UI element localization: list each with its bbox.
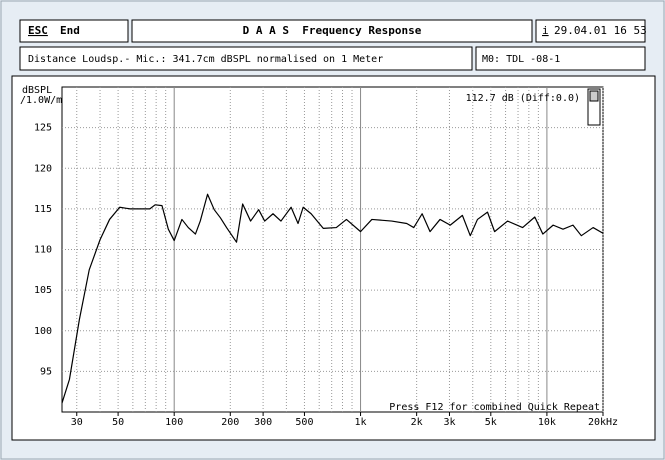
y-tick-label: 105 <box>34 285 52 296</box>
x-tick-label: 100 <box>165 417 183 428</box>
y-label-1: dBSPL <box>22 85 52 96</box>
info-key[interactable]: i <box>542 24 549 37</box>
y-tick-label: 115 <box>34 204 52 215</box>
y-label-2: /1.0W/m <box>20 95 62 106</box>
x-tick-label: 30 <box>71 417 83 428</box>
x-tick-label: 200 <box>221 417 239 428</box>
y-tick-label: 100 <box>34 326 52 337</box>
datetime: 29.04.01 16 53 <box>554 24 647 37</box>
distance-info: Distance Loudsp.- Mic.: 341.7cm dBSPL no… <box>28 54 383 65</box>
scroll-thumb[interactable] <box>589 90 599 102</box>
x-tick-label: 50 <box>112 417 124 428</box>
y-tick-label: 125 <box>34 123 52 134</box>
title: D A A S Frequency Response <box>243 24 422 37</box>
end-label: End <box>60 24 80 37</box>
footer-note: Press F12 for combined Quick Repeat <box>389 402 600 413</box>
x-tick-label: 5k <box>485 417 497 428</box>
y-tick-label: 95 <box>40 366 52 377</box>
model-box <box>475 46 646 71</box>
x-tick-label: 10k <box>538 417 556 428</box>
x-tick-label: 20kHz <box>588 417 618 428</box>
title-box <box>131 19 533 43</box>
esc-button[interactable] <box>19 19 129 43</box>
esc-key: ESC <box>28 24 48 37</box>
y-tick-label: 120 <box>34 163 52 174</box>
date-box <box>535 19 646 43</box>
x-tick-label: 500 <box>295 417 313 428</box>
y-tick-label: 110 <box>34 245 52 256</box>
model: M0: TDL -08-1 <box>482 54 560 65</box>
info-box <box>19 46 473 71</box>
x-tick-label: 3k <box>443 417 455 428</box>
x-tick-label: 300 <box>254 417 272 428</box>
scroll-widget[interactable] <box>587 88 601 126</box>
x-tick-label: 1k <box>355 417 367 428</box>
response-curve <box>61 193 604 404</box>
x-tick-label: 2k <box>411 417 423 428</box>
annotation: 112.7 dB (Diff:0.0) <box>466 93 580 104</box>
